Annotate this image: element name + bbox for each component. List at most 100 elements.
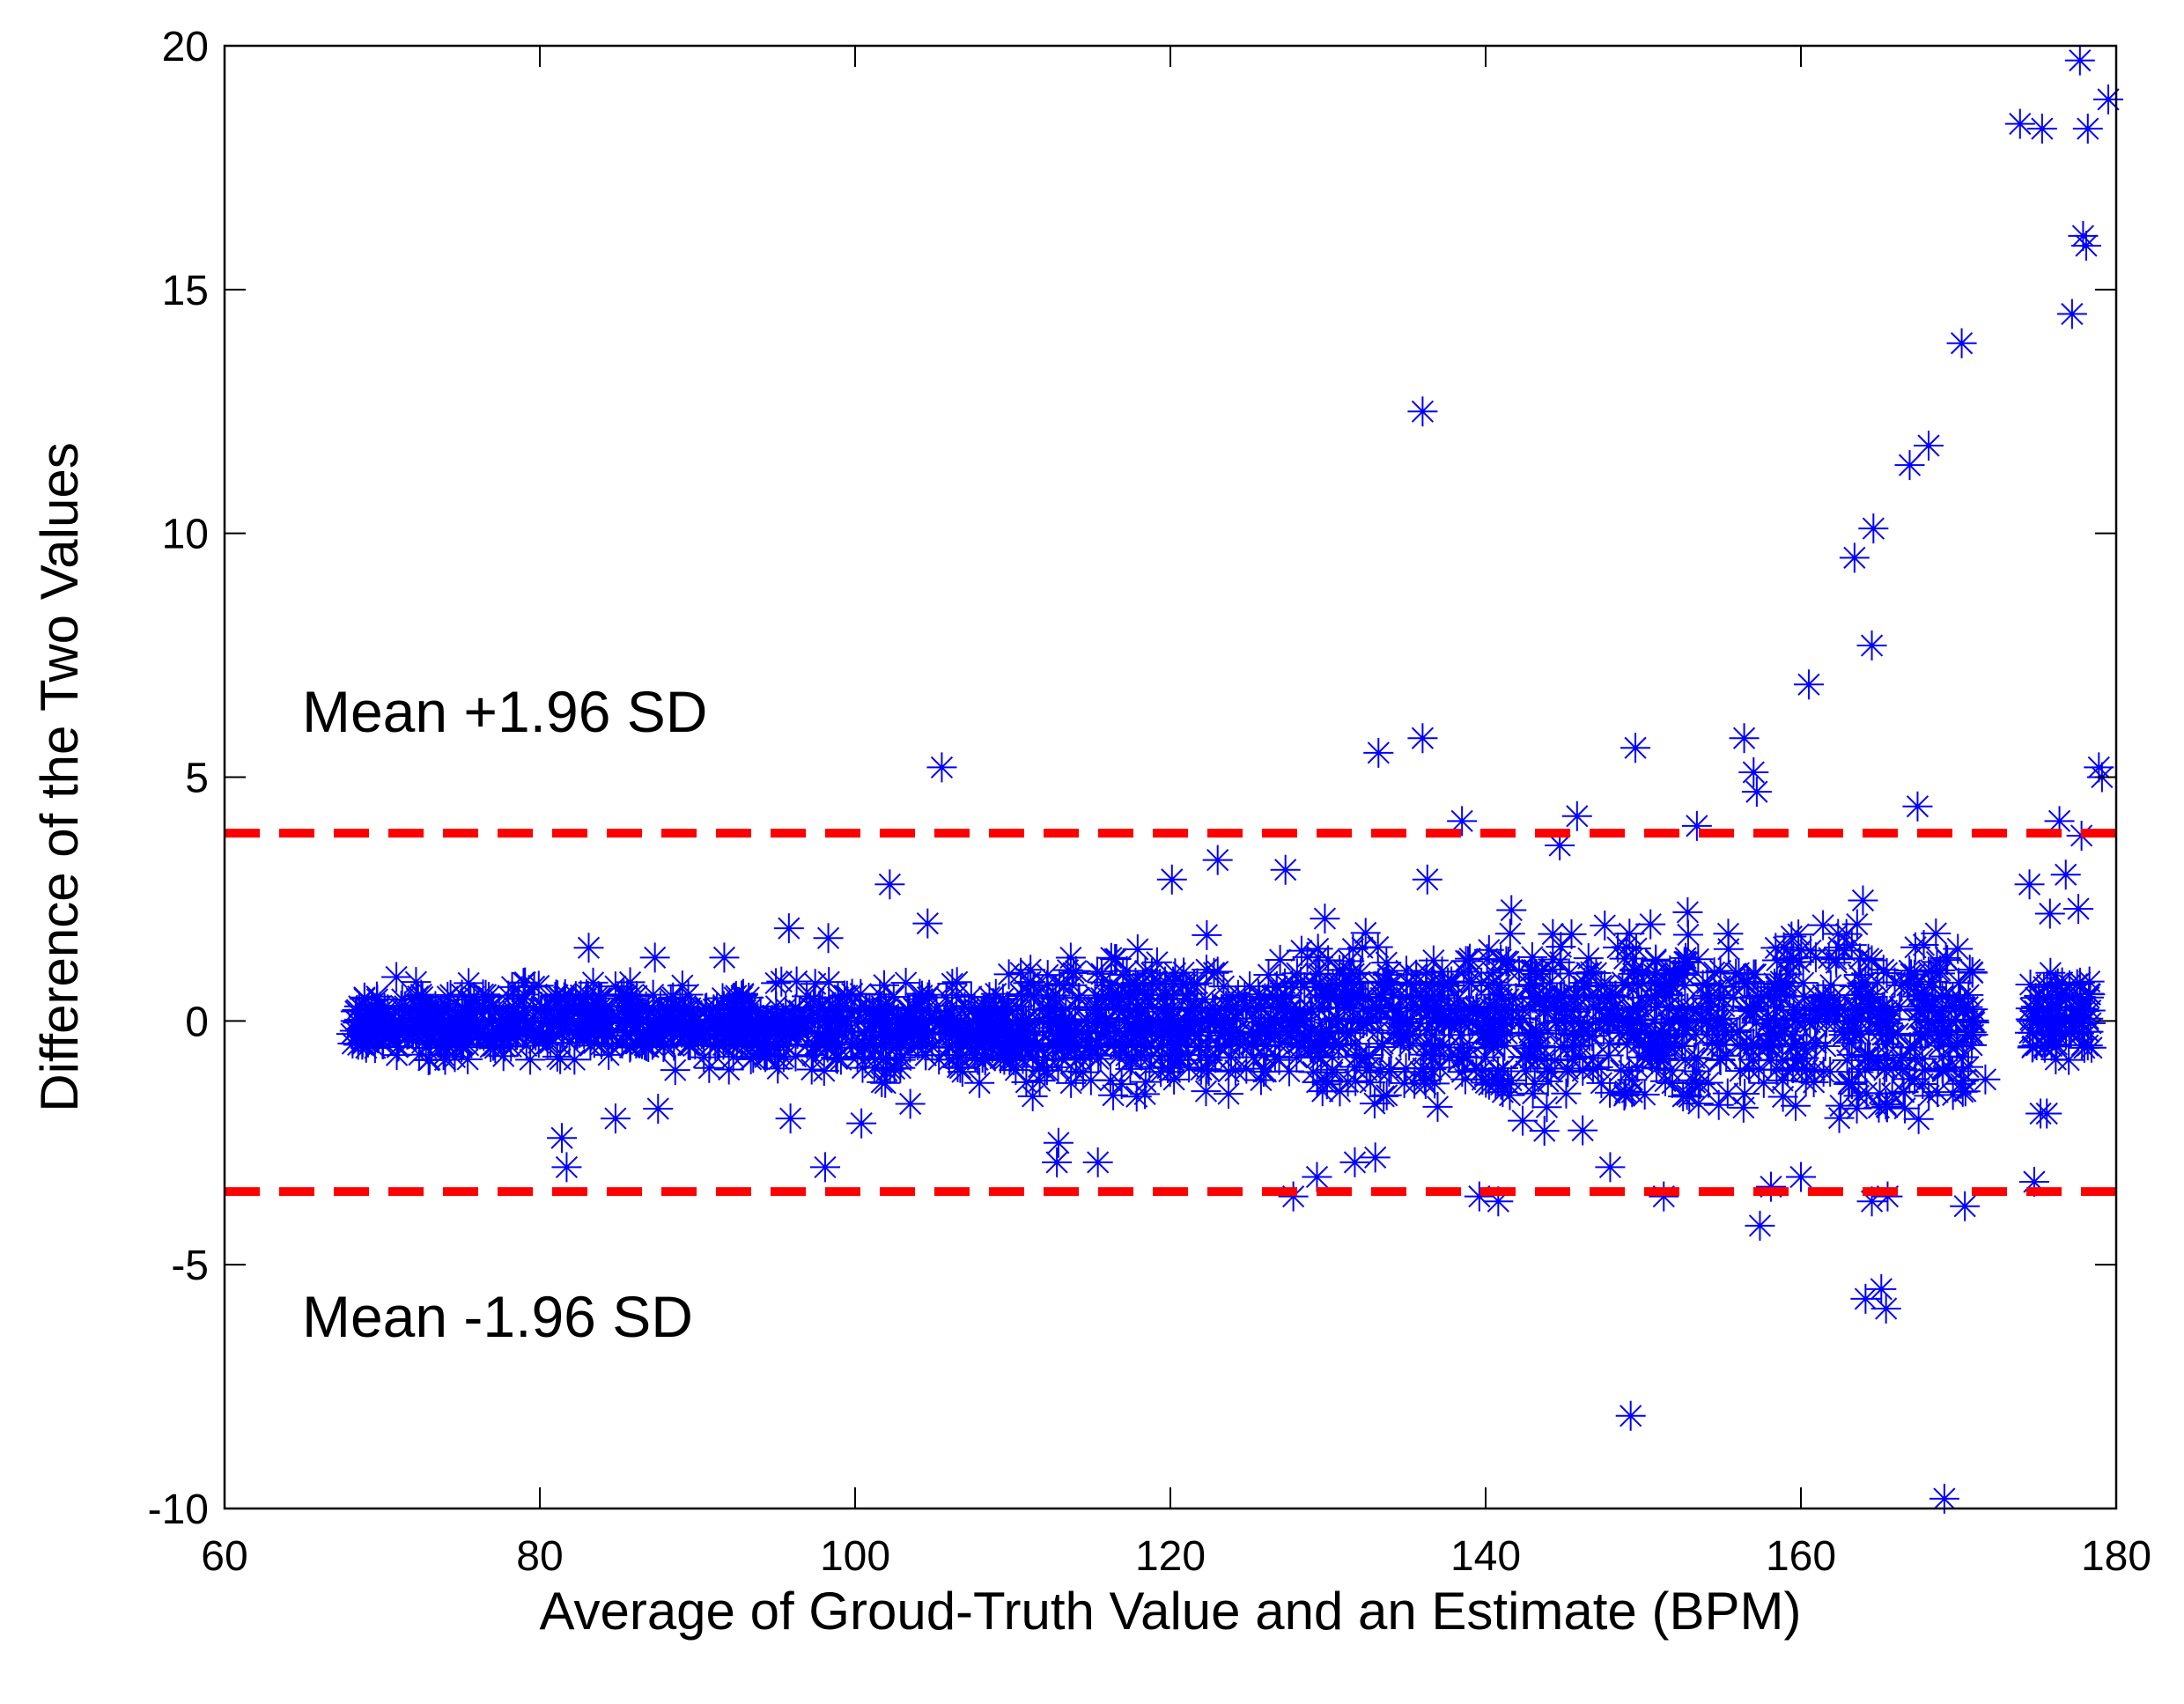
data-point xyxy=(537,1017,568,1047)
data-point xyxy=(1151,979,1181,1010)
data-point xyxy=(1514,1033,1545,1064)
data-point xyxy=(1231,1053,1262,1084)
data-point xyxy=(1487,1003,1517,1034)
data-point xyxy=(985,1016,1015,1047)
data-point xyxy=(1556,918,1587,949)
data-point xyxy=(673,979,704,1010)
data-point xyxy=(1483,1186,1514,1217)
data-point xyxy=(1614,918,1645,949)
data-point xyxy=(2015,970,2046,1000)
data-point xyxy=(1075,1029,1106,1060)
data-point xyxy=(1332,1066,1363,1097)
data-point xyxy=(1611,932,1642,963)
data-point xyxy=(1138,1005,1169,1036)
data-point xyxy=(1320,982,1351,1013)
data-point xyxy=(1289,1021,1320,1051)
data-point xyxy=(1433,967,1464,998)
data-point xyxy=(1624,1028,1655,1059)
data-point xyxy=(1654,969,1685,1000)
data-point xyxy=(358,1021,389,1051)
y-tick-label: 0 xyxy=(185,999,209,1045)
x-tick-label: 80 xyxy=(516,1533,563,1580)
data-point xyxy=(825,1044,856,1075)
data-point xyxy=(1168,1017,1199,1048)
data-point xyxy=(1302,1066,1332,1097)
data-point xyxy=(1705,955,1736,986)
data-point xyxy=(1888,1076,1919,1107)
data-point xyxy=(1036,1003,1066,1034)
data-point xyxy=(453,1029,483,1060)
data-point xyxy=(810,1028,841,1059)
data-point xyxy=(1667,958,1698,989)
data-point xyxy=(1930,942,1961,973)
data-point xyxy=(1174,1052,1205,1083)
data-point xyxy=(624,1008,655,1039)
data-point xyxy=(1692,968,1723,999)
data-point xyxy=(1907,1068,1938,1099)
data-point xyxy=(1615,1400,1646,1431)
data-point xyxy=(1416,1040,1447,1071)
data-point xyxy=(1098,1080,1129,1110)
data-point xyxy=(1549,1003,1580,1034)
data-point xyxy=(615,1004,646,1035)
data-point xyxy=(1085,1040,1116,1071)
data-point xyxy=(1335,993,1366,1024)
data-point xyxy=(1417,993,1448,1024)
data-point xyxy=(1471,1067,1502,1098)
data-point xyxy=(867,1066,897,1097)
data-point xyxy=(1878,1053,1908,1084)
data-point xyxy=(1473,970,1504,1000)
data-point xyxy=(813,1004,844,1035)
data-point xyxy=(1043,1052,1074,1083)
data-point xyxy=(1324,970,1354,1000)
data-point xyxy=(1922,947,1952,977)
data-point xyxy=(1478,957,1509,988)
data-point xyxy=(1435,1007,1465,1037)
data-point xyxy=(1894,450,1925,481)
x-tick-label: 60 xyxy=(201,1533,247,1580)
data-point xyxy=(343,1004,374,1035)
data-point xyxy=(1396,969,1427,1000)
data-point xyxy=(1896,959,1927,990)
data-point xyxy=(1339,959,1369,990)
data-point xyxy=(839,996,870,1027)
data-point xyxy=(1625,1004,1656,1035)
data-point xyxy=(968,1006,999,1036)
data-point xyxy=(1672,896,1703,927)
data-point xyxy=(336,1019,366,1050)
data-point xyxy=(709,942,740,973)
data-point xyxy=(1627,956,1658,987)
x-tick-label: 100 xyxy=(820,1533,890,1580)
data-point xyxy=(849,1029,880,1060)
data-point xyxy=(1494,1080,1525,1110)
data-point xyxy=(1138,969,1169,1000)
data-point xyxy=(1713,933,1744,964)
data-point xyxy=(1086,958,1117,989)
data-point xyxy=(1772,1056,1803,1087)
data-point xyxy=(1850,1283,1881,1314)
data-point xyxy=(964,1067,995,1098)
data-point xyxy=(2004,108,2035,139)
data-point xyxy=(1521,959,1552,990)
data-point xyxy=(1748,1067,1779,1098)
data-point xyxy=(823,982,853,1013)
data-point xyxy=(899,993,930,1024)
data-point xyxy=(578,967,609,998)
data-point xyxy=(713,1054,744,1085)
data-point xyxy=(1014,1004,1044,1035)
data-point xyxy=(1933,992,1964,1022)
data-point xyxy=(1534,968,1565,999)
data-point xyxy=(798,1040,829,1071)
data-point xyxy=(815,1020,845,1051)
data-point xyxy=(1265,945,1295,976)
data-point xyxy=(831,1007,862,1037)
data-point xyxy=(1692,1019,1723,1050)
data-point xyxy=(1929,1041,1959,1072)
data-point xyxy=(1950,1191,1981,1221)
data-point xyxy=(1162,1044,1193,1075)
data-point xyxy=(1957,956,1988,987)
data-point xyxy=(1519,955,1550,985)
data-point xyxy=(1243,1007,1273,1037)
data-point xyxy=(893,995,924,1026)
